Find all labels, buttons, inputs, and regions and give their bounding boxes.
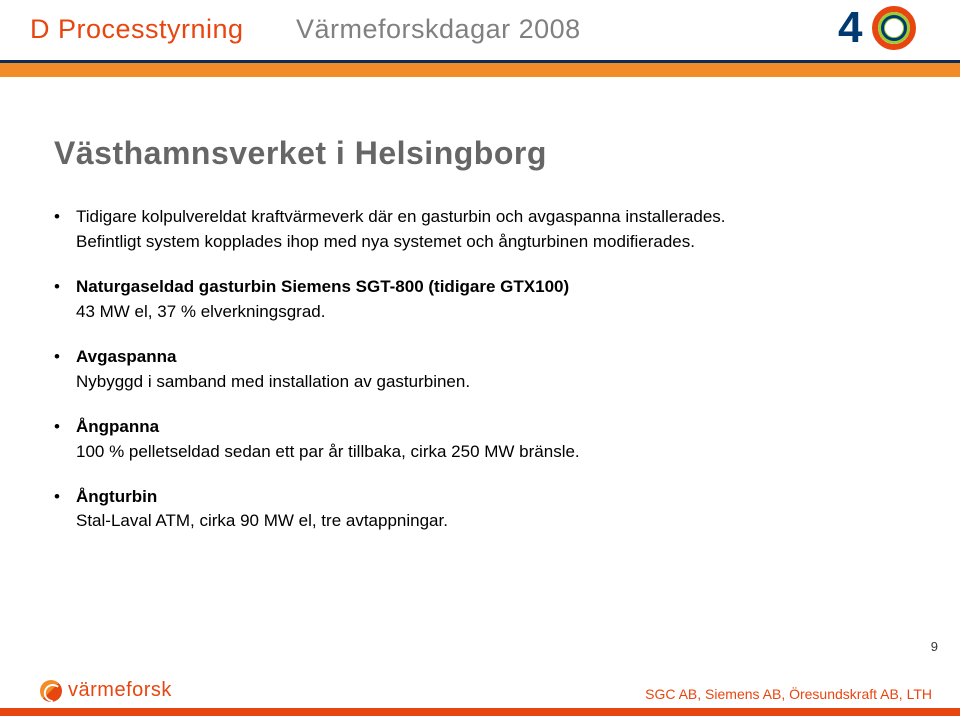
bullet-sub: 100 % pelletseldad sedan ett par år till… [76,441,874,464]
content-area: Västhamnsverket i Helsingborg Tidigare k… [54,135,874,555]
bullet-bold: Ångpanna [76,417,159,436]
bullet-item: Tidigare kolpulvereldat kraftvärmeverk d… [54,206,874,254]
bullet-sub: Nybyggd i samband med installation av ga… [76,371,874,394]
logo-digit-0 [872,6,916,50]
bullet-bold: Avgaspanna [76,347,176,366]
bullet-list: Tidigare kolpulvereldat kraftvärmeverk d… [54,206,874,533]
bullet-sub: Stal-Laval ATM, cirka 90 MW el, tre avta… [76,510,874,533]
bullet-item: Avgaspanna Nybyggd i samband med install… [54,346,874,394]
footer: värmeforsk SGC AB, Siemens AB, Öresundsk… [0,670,960,716]
bullet-bold: Ångturbin [76,487,157,506]
footer-brand: värmeforsk [68,679,172,702]
bullet-item: Ångturbin Stal-Laval ATM, cirka 90 MW el… [54,486,874,534]
section-title: D Processtyrning [30,14,244,45]
bullet-sub: 43 MW el, 37 % elverkningsgrad. [76,301,874,324]
main-heading: Västhamnsverket i Helsingborg [54,135,874,172]
logo-digit-4: 4 [838,6,862,50]
event-title: Värmeforskdagar 2008 [296,14,581,45]
slide: D Processtyrning Värmeforskdagar 2008 4 … [0,0,960,716]
footer-credit: SGC AB, Siemens AB, Öresundskraft AB, LT… [645,686,932,702]
bullet-bold: Naturgaseldad gasturbin Siemens SGT-800 … [76,277,569,296]
footer-logo: värmeforsk [40,679,172,702]
bullet-item: Ångpanna 100 % pelletseldad sedan ett pa… [54,416,874,464]
page-number: 9 [931,639,938,654]
header-divider-orange [0,63,960,77]
header: D Processtyrning Värmeforskdagar 2008 4 … [0,0,960,78]
bullet-text: Tidigare kolpulvereldat kraftvärmeverk d… [76,207,726,226]
bullet-text: Befintligt system kopplades ihop med nya… [76,231,874,254]
leaf-icon [40,680,62,702]
logo-40-graphic: 4 [838,6,924,60]
footer-bar [0,708,960,716]
bullet-item: Naturgaseldad gasturbin Siemens SGT-800 … [54,276,874,324]
